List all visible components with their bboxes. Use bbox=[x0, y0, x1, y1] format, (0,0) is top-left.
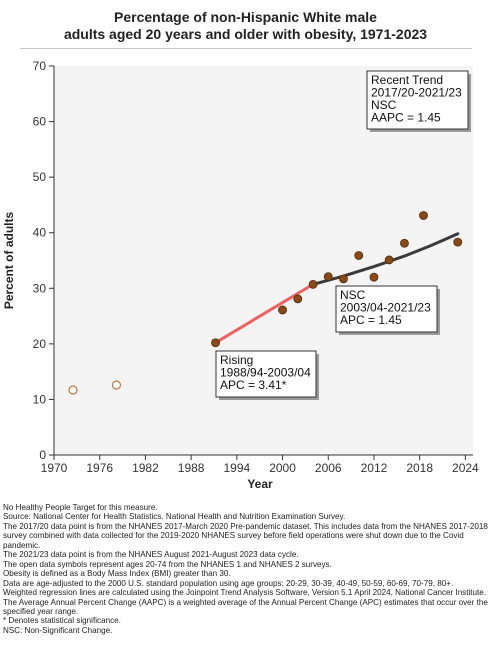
callout-text: 1988/94-2003/04 bbox=[220, 366, 311, 380]
data-point bbox=[419, 211, 428, 220]
callout-text: NSC bbox=[371, 98, 397, 112]
footnote: NSC: Non-Significant Change. bbox=[3, 625, 113, 635]
callout-text: APC = 1.45 bbox=[340, 313, 402, 327]
y-tick-label: 20 bbox=[33, 337, 47, 351]
data-point bbox=[453, 237, 463, 247]
x-tick-label: 1982 bbox=[132, 461, 159, 475]
data-point bbox=[354, 251, 364, 260]
x-tick-label: 1988 bbox=[178, 461, 205, 475]
chart-title: Percentage of non-Hispanic White male ad… bbox=[0, 9, 491, 43]
y-axis-title: Percent of adults bbox=[2, 212, 16, 310]
x-tick-label: 2024 bbox=[452, 461, 479, 475]
axis-ticks: 0 10 20 30 40 50 60 70 1970 1976 1982 1988 1994 2000 2… bbox=[33, 59, 479, 475]
callout-box bbox=[366, 70, 469, 130]
footnote: The Average Annual Percent Change (AAPC)… bbox=[3, 597, 488, 616]
x-tick-label: 1976 bbox=[86, 461, 113, 475]
data-point bbox=[369, 272, 379, 282]
callout-text: Recent Trend bbox=[371, 73, 443, 87]
trend-line bbox=[214, 282, 315, 345]
y-tick-label: 40 bbox=[33, 226, 47, 240]
footnotes: No Healthy People Target for this measur… bbox=[3, 503, 489, 635]
footnote: The 2021/23 data point is from the NHANE… bbox=[3, 550, 299, 560]
callout-text: NSC bbox=[340, 288, 366, 302]
data-point bbox=[211, 338, 220, 348]
callout-text: Rising bbox=[220, 353, 253, 367]
x-tick-label: 1970 bbox=[41, 461, 68, 475]
title-divider bbox=[20, 48, 472, 49]
data-point bbox=[293, 294, 303, 304]
footnote: Obesity is defined as a Body Mass Index … bbox=[3, 569, 231, 579]
data-point bbox=[323, 272, 333, 282]
open-data-point bbox=[68, 385, 78, 395]
callout-text: APC = 3.41* bbox=[220, 378, 287, 392]
data-point bbox=[308, 279, 318, 289]
x-tick-label: 1994 bbox=[223, 461, 250, 475]
x-tick-label: 2000 bbox=[269, 461, 296, 475]
y-tick-label: 0 bbox=[39, 448, 46, 462]
data-point bbox=[339, 274, 348, 284]
callout-text: 2003/04-2021/23 bbox=[340, 301, 431, 315]
footnote: The open data symbols represent ages 20-… bbox=[3, 559, 332, 569]
chart-plot: Percent of adults Year 0 10 20 30 40 50 60 70 19… bbox=[2, 59, 479, 491]
callout-text: AAPC = 1.45 bbox=[371, 111, 441, 125]
footnote: The 2017/20 data point is from the NHANE… bbox=[3, 521, 488, 550]
callout-box bbox=[335, 285, 438, 333]
footnote: * Denotes statistical significance. bbox=[3, 616, 121, 626]
chart-title-line-2: adults aged 20 years and older with obes… bbox=[63, 26, 428, 42]
open-data-point bbox=[111, 380, 122, 390]
data-points bbox=[68, 211, 463, 395]
data-point bbox=[278, 305, 287, 315]
y-tick-label: 30 bbox=[33, 281, 47, 295]
x-tick-label: 2006 bbox=[315, 461, 342, 475]
data-point bbox=[400, 238, 409, 248]
callout-text: 2017/20-2021/23 bbox=[371, 86, 462, 100]
y-tick-label: 60 bbox=[33, 115, 47, 129]
y-tick-label: 70 bbox=[33, 59, 47, 73]
x-tick-label: 2012 bbox=[361, 461, 388, 475]
footnote: Data are age-adjusted to the 2000 U.S. s… bbox=[3, 578, 454, 588]
footnote: Weighted regression lines are calculated… bbox=[3, 588, 487, 598]
footnote: Source: National Center for Health Stati… bbox=[3, 512, 346, 522]
x-axis-title: Year bbox=[247, 477, 273, 491]
x-tick-label: 2018 bbox=[406, 461, 433, 475]
footnote: No Healthy People Target for this measur… bbox=[3, 503, 158, 512]
y-tick-label: 10 bbox=[33, 392, 47, 406]
data-point bbox=[384, 255, 394, 265]
chart-title-line-1: Percentage of non-Hispanic White male bbox=[114, 9, 377, 25]
y-tick-label: 50 bbox=[33, 170, 47, 184]
callout-box bbox=[215, 350, 317, 398]
